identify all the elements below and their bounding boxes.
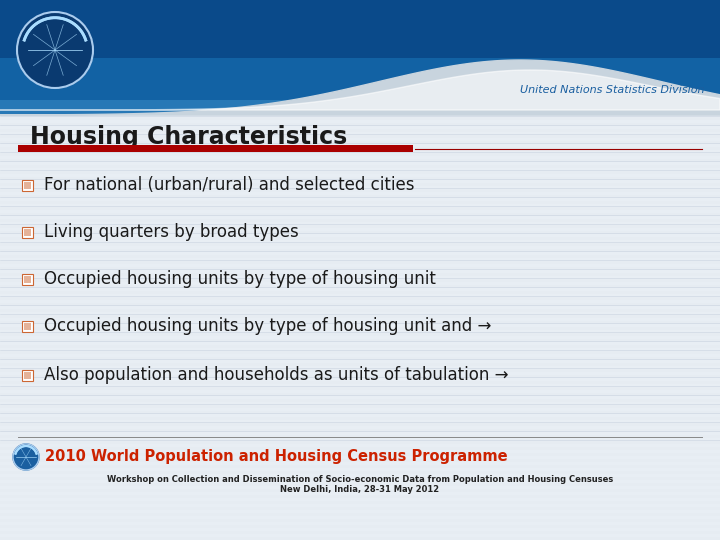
FancyBboxPatch shape — [24, 181, 31, 188]
FancyBboxPatch shape — [0, 417, 720, 420]
Text: For national (urban/rural) and selected cities: For national (urban/rural) and selected … — [44, 176, 415, 194]
FancyBboxPatch shape — [22, 369, 33, 381]
FancyBboxPatch shape — [22, 179, 33, 191]
FancyBboxPatch shape — [0, 519, 720, 522]
FancyBboxPatch shape — [0, 117, 720, 120]
FancyBboxPatch shape — [0, 195, 720, 198]
FancyBboxPatch shape — [0, 339, 720, 342]
Circle shape — [13, 444, 39, 470]
FancyBboxPatch shape — [0, 69, 720, 72]
FancyBboxPatch shape — [0, 399, 720, 402]
FancyBboxPatch shape — [0, 453, 720, 456]
FancyBboxPatch shape — [0, 405, 720, 408]
FancyBboxPatch shape — [0, 537, 720, 540]
FancyBboxPatch shape — [0, 0, 720, 115]
FancyBboxPatch shape — [24, 372, 31, 379]
FancyBboxPatch shape — [0, 411, 720, 414]
FancyBboxPatch shape — [0, 321, 720, 324]
FancyBboxPatch shape — [0, 531, 720, 534]
FancyBboxPatch shape — [0, 525, 720, 528]
FancyBboxPatch shape — [0, 99, 720, 102]
Text: Occupied housing units by type of housing unit: Occupied housing units by type of housin… — [44, 270, 436, 288]
FancyBboxPatch shape — [0, 75, 720, 78]
FancyBboxPatch shape — [0, 303, 720, 306]
FancyBboxPatch shape — [0, 141, 720, 144]
FancyBboxPatch shape — [0, 3, 720, 6]
FancyBboxPatch shape — [0, 435, 720, 438]
FancyBboxPatch shape — [0, 255, 720, 258]
FancyBboxPatch shape — [24, 322, 31, 329]
FancyBboxPatch shape — [0, 243, 720, 246]
FancyBboxPatch shape — [0, 249, 720, 252]
FancyBboxPatch shape — [0, 381, 720, 384]
FancyBboxPatch shape — [0, 51, 720, 54]
Text: United Nations Statistics Division: United Nations Statistics Division — [521, 85, 705, 95]
FancyBboxPatch shape — [0, 33, 720, 36]
FancyBboxPatch shape — [0, 375, 720, 378]
FancyBboxPatch shape — [0, 123, 720, 126]
FancyBboxPatch shape — [0, 345, 720, 348]
FancyBboxPatch shape — [0, 189, 720, 192]
FancyBboxPatch shape — [0, 105, 720, 108]
FancyBboxPatch shape — [0, 465, 720, 468]
FancyBboxPatch shape — [0, 135, 720, 138]
FancyBboxPatch shape — [0, 279, 720, 282]
FancyBboxPatch shape — [22, 226, 33, 238]
FancyBboxPatch shape — [0, 207, 720, 210]
FancyBboxPatch shape — [0, 357, 720, 360]
FancyBboxPatch shape — [0, 483, 720, 486]
Text: Housing Characteristics: Housing Characteristics — [30, 125, 347, 149]
FancyBboxPatch shape — [0, 297, 720, 300]
FancyBboxPatch shape — [0, 9, 720, 12]
FancyBboxPatch shape — [0, 177, 720, 180]
FancyBboxPatch shape — [0, 429, 720, 432]
FancyBboxPatch shape — [0, 273, 720, 276]
Text: 2010 World Population and Housing Census Programme: 2010 World Population and Housing Census… — [45, 449, 508, 464]
FancyBboxPatch shape — [24, 228, 31, 235]
FancyBboxPatch shape — [0, 237, 720, 240]
FancyBboxPatch shape — [0, 27, 720, 30]
Text: Living quarters by broad types: Living quarters by broad types — [44, 223, 299, 241]
FancyBboxPatch shape — [0, 111, 720, 114]
FancyBboxPatch shape — [0, 45, 720, 48]
FancyBboxPatch shape — [0, 387, 720, 390]
FancyBboxPatch shape — [0, 351, 720, 354]
FancyBboxPatch shape — [0, 81, 720, 84]
FancyBboxPatch shape — [0, 327, 720, 330]
FancyBboxPatch shape — [0, 291, 720, 294]
FancyBboxPatch shape — [0, 477, 720, 480]
FancyBboxPatch shape — [0, 39, 720, 42]
FancyBboxPatch shape — [0, 129, 720, 132]
FancyBboxPatch shape — [0, 441, 720, 444]
FancyBboxPatch shape — [0, 363, 720, 366]
FancyBboxPatch shape — [18, 145, 413, 152]
FancyBboxPatch shape — [0, 471, 720, 474]
FancyBboxPatch shape — [0, 333, 720, 336]
Text: Workshop on Collection and Dissemination of Socio-economic Data from Population : Workshop on Collection and Dissemination… — [107, 475, 613, 483]
FancyBboxPatch shape — [0, 159, 720, 162]
FancyBboxPatch shape — [0, 213, 720, 216]
FancyBboxPatch shape — [0, 57, 720, 60]
FancyBboxPatch shape — [0, 309, 720, 312]
FancyBboxPatch shape — [0, 171, 720, 174]
Text: Also population and households as units of tabulation →: Also population and households as units … — [44, 366, 508, 384]
FancyBboxPatch shape — [0, 393, 720, 396]
FancyBboxPatch shape — [0, 369, 720, 372]
FancyBboxPatch shape — [0, 225, 720, 228]
Text: New Delhi, India, 28-31 May 2012: New Delhi, India, 28-31 May 2012 — [280, 485, 440, 495]
FancyBboxPatch shape — [0, 501, 720, 504]
FancyBboxPatch shape — [0, 285, 720, 288]
FancyBboxPatch shape — [0, 15, 720, 18]
FancyBboxPatch shape — [0, 100, 720, 115]
FancyBboxPatch shape — [0, 231, 720, 234]
FancyBboxPatch shape — [0, 147, 720, 150]
FancyBboxPatch shape — [0, 423, 720, 426]
FancyBboxPatch shape — [0, 513, 720, 516]
FancyBboxPatch shape — [0, 447, 720, 450]
FancyBboxPatch shape — [0, 267, 720, 270]
FancyBboxPatch shape — [0, 58, 720, 115]
FancyBboxPatch shape — [0, 261, 720, 264]
FancyBboxPatch shape — [0, 63, 720, 66]
FancyBboxPatch shape — [0, 87, 720, 90]
